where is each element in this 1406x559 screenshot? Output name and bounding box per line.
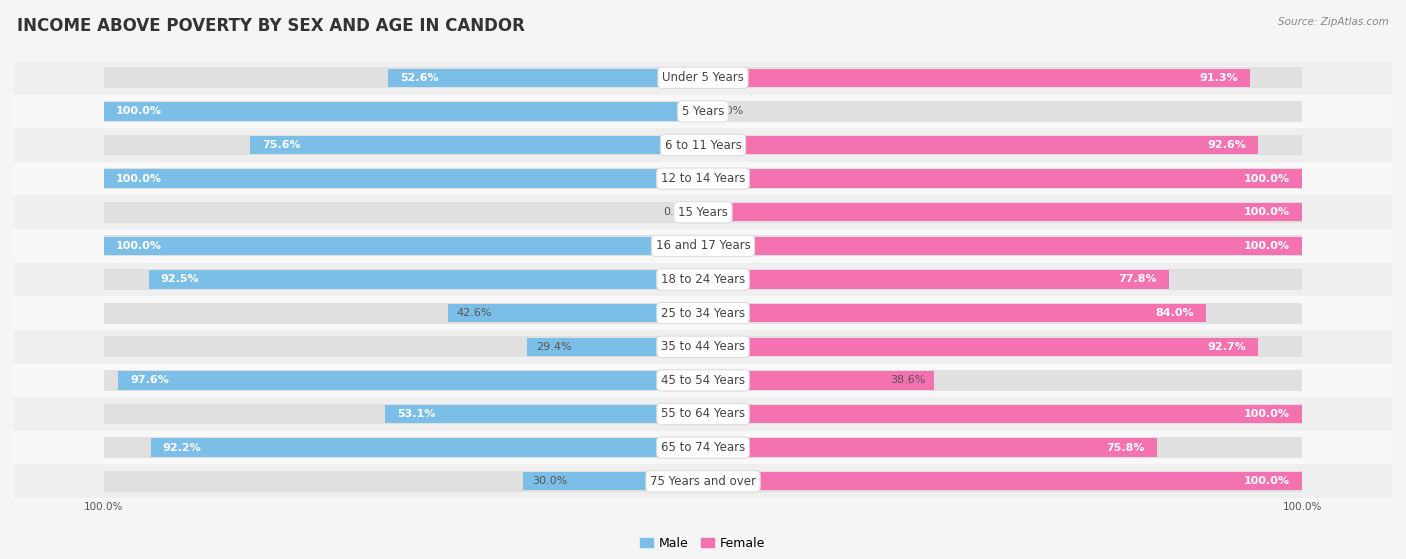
Bar	[14, 296, 1392, 330]
Text: 55 to 64 Years: 55 to 64 Years	[661, 408, 745, 420]
Bar	[703, 472, 1302, 490]
Bar	[703, 304, 1206, 323]
Bar	[703, 236, 1302, 255]
Text: Under 5 Years: Under 5 Years	[662, 71, 744, 84]
Bar	[104, 437, 1302, 458]
Text: 92.7%: 92.7%	[1208, 342, 1246, 352]
Bar	[14, 363, 1392, 397]
Bar	[104, 236, 703, 255]
Bar	[703, 136, 1258, 154]
Bar	[14, 61, 1392, 94]
Text: 35 to 44 Years: 35 to 44 Years	[661, 340, 745, 353]
Bar	[523, 472, 703, 490]
Text: 65 to 74 Years: 65 to 74 Years	[661, 441, 745, 454]
Text: 91.3%: 91.3%	[1199, 73, 1237, 83]
Bar	[104, 404, 1302, 424]
Bar	[150, 438, 703, 457]
Text: 100.0%: 100.0%	[115, 241, 162, 251]
Bar	[14, 263, 1392, 296]
Bar	[14, 94, 1392, 128]
Text: 100.0%: 100.0%	[1244, 174, 1291, 183]
Bar	[703, 371, 934, 390]
Text: 92.2%: 92.2%	[163, 443, 201, 453]
Text: 100.0%: 100.0%	[115, 174, 162, 183]
Text: 18 to 24 Years: 18 to 24 Years	[661, 273, 745, 286]
Bar	[14, 162, 1392, 196]
Text: 0.0%: 0.0%	[662, 207, 690, 217]
Bar	[14, 128, 1392, 162]
Bar	[14, 330, 1392, 363]
Bar	[104, 303, 1302, 324]
Text: 92.6%: 92.6%	[1206, 140, 1246, 150]
Text: 52.6%: 52.6%	[399, 73, 439, 83]
Bar	[250, 136, 703, 154]
Bar	[104, 169, 703, 188]
Text: 100.0%: 100.0%	[1244, 409, 1291, 419]
Legend: Male, Female: Male, Female	[636, 532, 770, 555]
Bar	[14, 196, 1392, 229]
Bar	[104, 370, 1302, 391]
Bar	[104, 67, 1302, 88]
Text: 12 to 14 Years: 12 to 14 Years	[661, 172, 745, 185]
Bar	[703, 203, 1302, 221]
Text: 45 to 54 Years: 45 to 54 Years	[661, 374, 745, 387]
Text: 75 Years and over: 75 Years and over	[650, 475, 756, 488]
Text: 42.6%: 42.6%	[457, 308, 492, 318]
Bar	[703, 69, 1250, 87]
Bar	[703, 405, 1302, 423]
Text: 77.8%: 77.8%	[1119, 274, 1157, 285]
Bar	[703, 338, 1258, 356]
Text: 25 to 34 Years: 25 to 34 Years	[661, 307, 745, 320]
Text: Source: ZipAtlas.com: Source: ZipAtlas.com	[1278, 17, 1389, 27]
Bar	[703, 169, 1302, 188]
Text: INCOME ABOVE POVERTY BY SEX AND AGE IN CANDOR: INCOME ABOVE POVERTY BY SEX AND AGE IN C…	[17, 17, 524, 35]
Text: 100.0%: 100.0%	[1244, 241, 1291, 251]
Text: 30.0%: 30.0%	[533, 476, 568, 486]
Bar	[14, 229, 1392, 263]
Text: 6 to 11 Years: 6 to 11 Years	[665, 139, 741, 151]
Bar	[104, 135, 1302, 155]
Bar	[14, 397, 1392, 431]
Text: 38.6%: 38.6%	[890, 376, 925, 385]
Text: 5 Years: 5 Years	[682, 105, 724, 118]
Bar	[104, 101, 1302, 122]
Text: 100.0%: 100.0%	[115, 106, 162, 116]
Bar	[104, 102, 703, 121]
Bar	[104, 471, 1302, 492]
Text: 100.0%: 100.0%	[84, 503, 124, 513]
Text: 53.1%: 53.1%	[396, 409, 436, 419]
Text: 92.5%: 92.5%	[160, 274, 200, 285]
Bar	[104, 235, 1302, 256]
Bar	[118, 371, 703, 390]
Bar	[14, 465, 1392, 498]
Bar	[527, 338, 703, 356]
Bar	[104, 202, 1302, 222]
Text: 100.0%: 100.0%	[1244, 476, 1291, 486]
Text: 100.0%: 100.0%	[1244, 207, 1291, 217]
Bar	[703, 438, 1157, 457]
Bar	[149, 270, 703, 289]
Text: 29.4%: 29.4%	[536, 342, 571, 352]
Text: 16 and 17 Years: 16 and 17 Years	[655, 239, 751, 252]
Bar	[703, 270, 1168, 289]
Text: 97.6%: 97.6%	[131, 376, 169, 385]
Bar	[104, 269, 1302, 290]
Bar	[447, 304, 703, 323]
Text: 84.0%: 84.0%	[1156, 308, 1194, 318]
Text: 75.8%: 75.8%	[1107, 443, 1144, 453]
Bar	[104, 168, 1302, 189]
Text: 15 Years: 15 Years	[678, 206, 728, 219]
Bar	[14, 431, 1392, 465]
Bar	[388, 69, 703, 87]
Text: 0.0%: 0.0%	[716, 106, 744, 116]
Bar	[385, 405, 703, 423]
Text: 75.6%: 75.6%	[262, 140, 301, 150]
Text: 100.0%: 100.0%	[1282, 503, 1322, 513]
Bar	[104, 337, 1302, 357]
